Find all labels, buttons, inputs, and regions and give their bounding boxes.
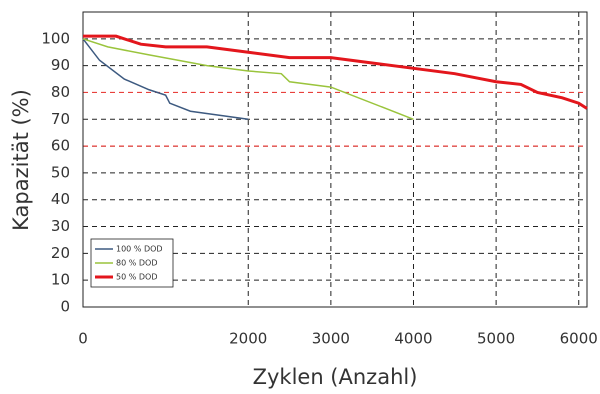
legend-label: 80 % DOD xyxy=(116,259,157,268)
y-tick-label: 20 xyxy=(51,244,70,262)
y-tick-label: 10 xyxy=(51,271,70,289)
y-tick-label: 30 xyxy=(51,217,70,235)
x-tick-label: 6000 xyxy=(560,330,598,348)
y-tick-label: 0 xyxy=(60,298,70,316)
line-series xyxy=(83,34,588,110)
x-tick-label: 2000 xyxy=(229,330,267,348)
x-axis-title: Zyklen (Anzahl) xyxy=(253,365,418,389)
legend-label: 50 % DOD xyxy=(116,273,157,282)
plot-frame xyxy=(82,11,588,308)
y-tick-label: 40 xyxy=(51,190,70,208)
x-tick-label: 3000 xyxy=(312,330,350,348)
legend-label: 100 % DOD xyxy=(116,245,163,254)
x-tick-label: 5000 xyxy=(477,330,515,348)
y-tick-label: 90 xyxy=(51,56,70,74)
y-tick-label: 100 xyxy=(41,29,70,47)
line-series xyxy=(82,38,249,121)
line-series xyxy=(82,38,414,120)
y-axis-title: Kapazität (%) xyxy=(9,89,33,231)
y-tick-label: 80 xyxy=(51,83,70,101)
y-tick-label: 50 xyxy=(51,163,70,181)
x-tick-label: 4000 xyxy=(394,330,432,348)
x-tick-label: 0 xyxy=(78,330,88,348)
y-tick-label: 60 xyxy=(51,137,70,155)
y-tick-label: 70 xyxy=(51,110,70,128)
